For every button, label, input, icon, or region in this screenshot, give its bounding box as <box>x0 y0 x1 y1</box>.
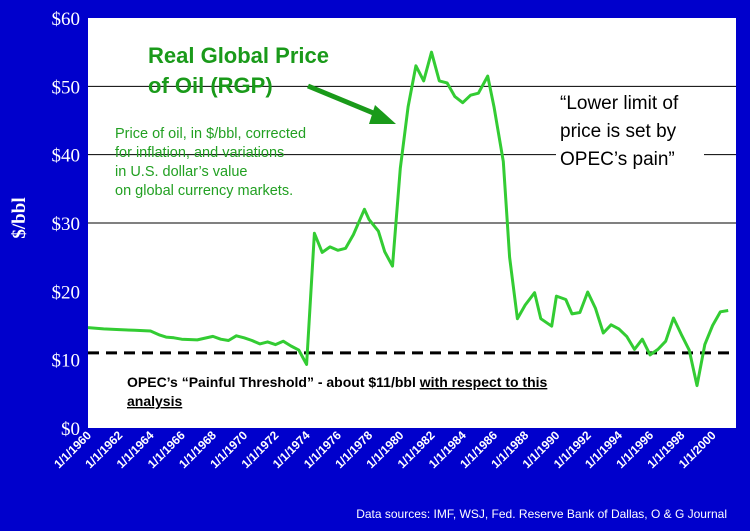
y-tick-label: $10 <box>52 351 81 372</box>
y-axis-label: $/bbl <box>9 197 30 238</box>
data-source: Data sources: IMF, WSJ, Fed. Reserve Ban… <box>356 507 727 521</box>
chart-title-line1: Real Global Price <box>148 43 329 68</box>
y-tick-label: $0 <box>61 419 80 440</box>
threshold-text: OPEC’s “Painful Threshold” - about $11/b… <box>127 374 420 390</box>
y-tick-label: $60 <box>52 9 81 30</box>
threshold-underlined-2: analysis <box>127 393 182 409</box>
series-layer <box>87 50 729 388</box>
threshold-label: OPEC’s “Painful Threshold” - about $11/b… <box>127 374 548 390</box>
y-axis-ticks: $0 $10 $20 $30 $40 $50 $60 <box>52 9 81 440</box>
y-tick-label: $40 <box>52 146 81 167</box>
series-line-0 <box>87 50 729 388</box>
y-tick-label: $20 <box>52 282 81 303</box>
x-axis-ticks: 1/1/19601/1/19621/1/19641/1/19661/1/1968… <box>51 428 719 471</box>
quote-line3: OPEC’s pain” <box>560 149 675 170</box>
description-line2: for inflation, and variations <box>115 145 284 161</box>
title-arrow <box>307 83 396 124</box>
description-line1: Price of oil, in $/bbl, corrected <box>115 126 306 142</box>
description-line4: on global currency markets. <box>115 183 293 199</box>
y-tick-label: $30 <box>52 214 81 235</box>
threshold-underlined-1: with respect to this <box>419 374 548 390</box>
chart-title-line2: of Oil (RGP) <box>148 73 273 98</box>
quote-backdrop <box>556 88 704 176</box>
quote-line2: price is set by <box>560 121 677 142</box>
y-tick-label: $50 <box>52 77 81 98</box>
description-line3: in U.S. dollar’s value <box>115 164 247 180</box>
quote-line1: “Lower limit of <box>560 93 679 114</box>
